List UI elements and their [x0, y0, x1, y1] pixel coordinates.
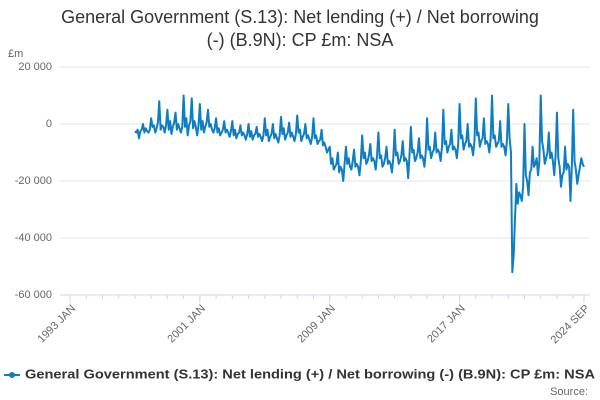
x-tick-label: 2017 JAN: [425, 303, 468, 346]
y-tick-label: 0: [46, 118, 52, 130]
x-tick-label: 1993 JAN: [36, 303, 79, 346]
x-tick-label: 2024 SEP: [549, 303, 593, 347]
legend-marker: [9, 372, 15, 378]
y-tick-label: -20 000: [15, 175, 52, 187]
chart-title: General Government (S.13): Net lending (…: [61, 7, 539, 50]
data-line: [134, 94, 585, 274]
x-tick-label: 2009 JAN: [295, 303, 338, 346]
legend-label: General Government (S.13): Net lending (…: [25, 367, 595, 381]
source: Source:: [550, 386, 588, 398]
y-tick-label: -40 000: [15, 232, 52, 244]
y-tick-label: 20 000: [18, 61, 52, 73]
x-tick-label: 2001 JAN: [165, 303, 208, 346]
y-tick-label: -60 000: [15, 289, 52, 301]
y-axis-label: £m: [8, 48, 23, 60]
